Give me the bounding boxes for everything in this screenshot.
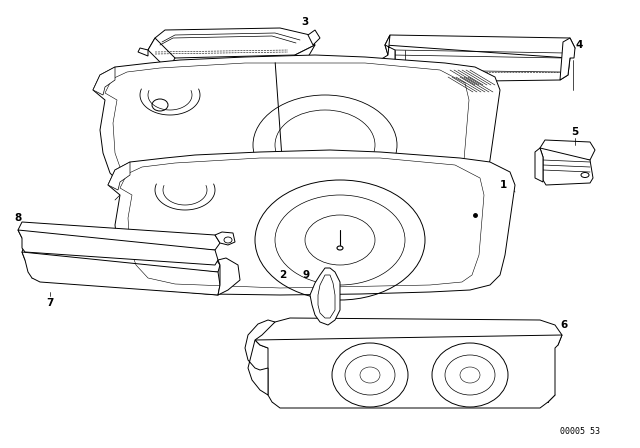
- Text: 1: 1: [500, 180, 508, 190]
- Text: 3: 3: [301, 17, 308, 27]
- Polygon shape: [108, 150, 515, 295]
- Polygon shape: [93, 55, 500, 200]
- Polygon shape: [560, 38, 575, 80]
- Text: 5: 5: [572, 127, 579, 137]
- Polygon shape: [308, 30, 320, 45]
- Polygon shape: [385, 45, 570, 82]
- Polygon shape: [540, 148, 593, 185]
- Polygon shape: [310, 268, 340, 325]
- Text: 6: 6: [560, 320, 567, 330]
- Polygon shape: [318, 275, 335, 318]
- Polygon shape: [218, 258, 240, 295]
- Text: 9: 9: [303, 270, 310, 280]
- Polygon shape: [385, 35, 575, 58]
- Polygon shape: [138, 48, 148, 56]
- Polygon shape: [255, 335, 562, 408]
- Text: 4: 4: [575, 40, 582, 50]
- Polygon shape: [93, 67, 115, 95]
- Text: 7: 7: [46, 298, 54, 308]
- Polygon shape: [245, 320, 275, 395]
- Polygon shape: [18, 230, 218, 265]
- Text: 2: 2: [280, 270, 287, 280]
- Polygon shape: [108, 162, 130, 190]
- Polygon shape: [22, 243, 220, 272]
- Polygon shape: [215, 232, 235, 245]
- Polygon shape: [535, 148, 543, 182]
- Polygon shape: [540, 140, 595, 160]
- Text: 8: 8: [14, 213, 22, 223]
- Polygon shape: [18, 222, 220, 250]
- Polygon shape: [255, 318, 562, 350]
- Polygon shape: [288, 45, 315, 67]
- Polygon shape: [378, 35, 395, 75]
- Polygon shape: [148, 38, 175, 70]
- Polygon shape: [148, 28, 315, 58]
- Polygon shape: [22, 252, 220, 295]
- Text: 00005 53: 00005 53: [560, 427, 600, 436]
